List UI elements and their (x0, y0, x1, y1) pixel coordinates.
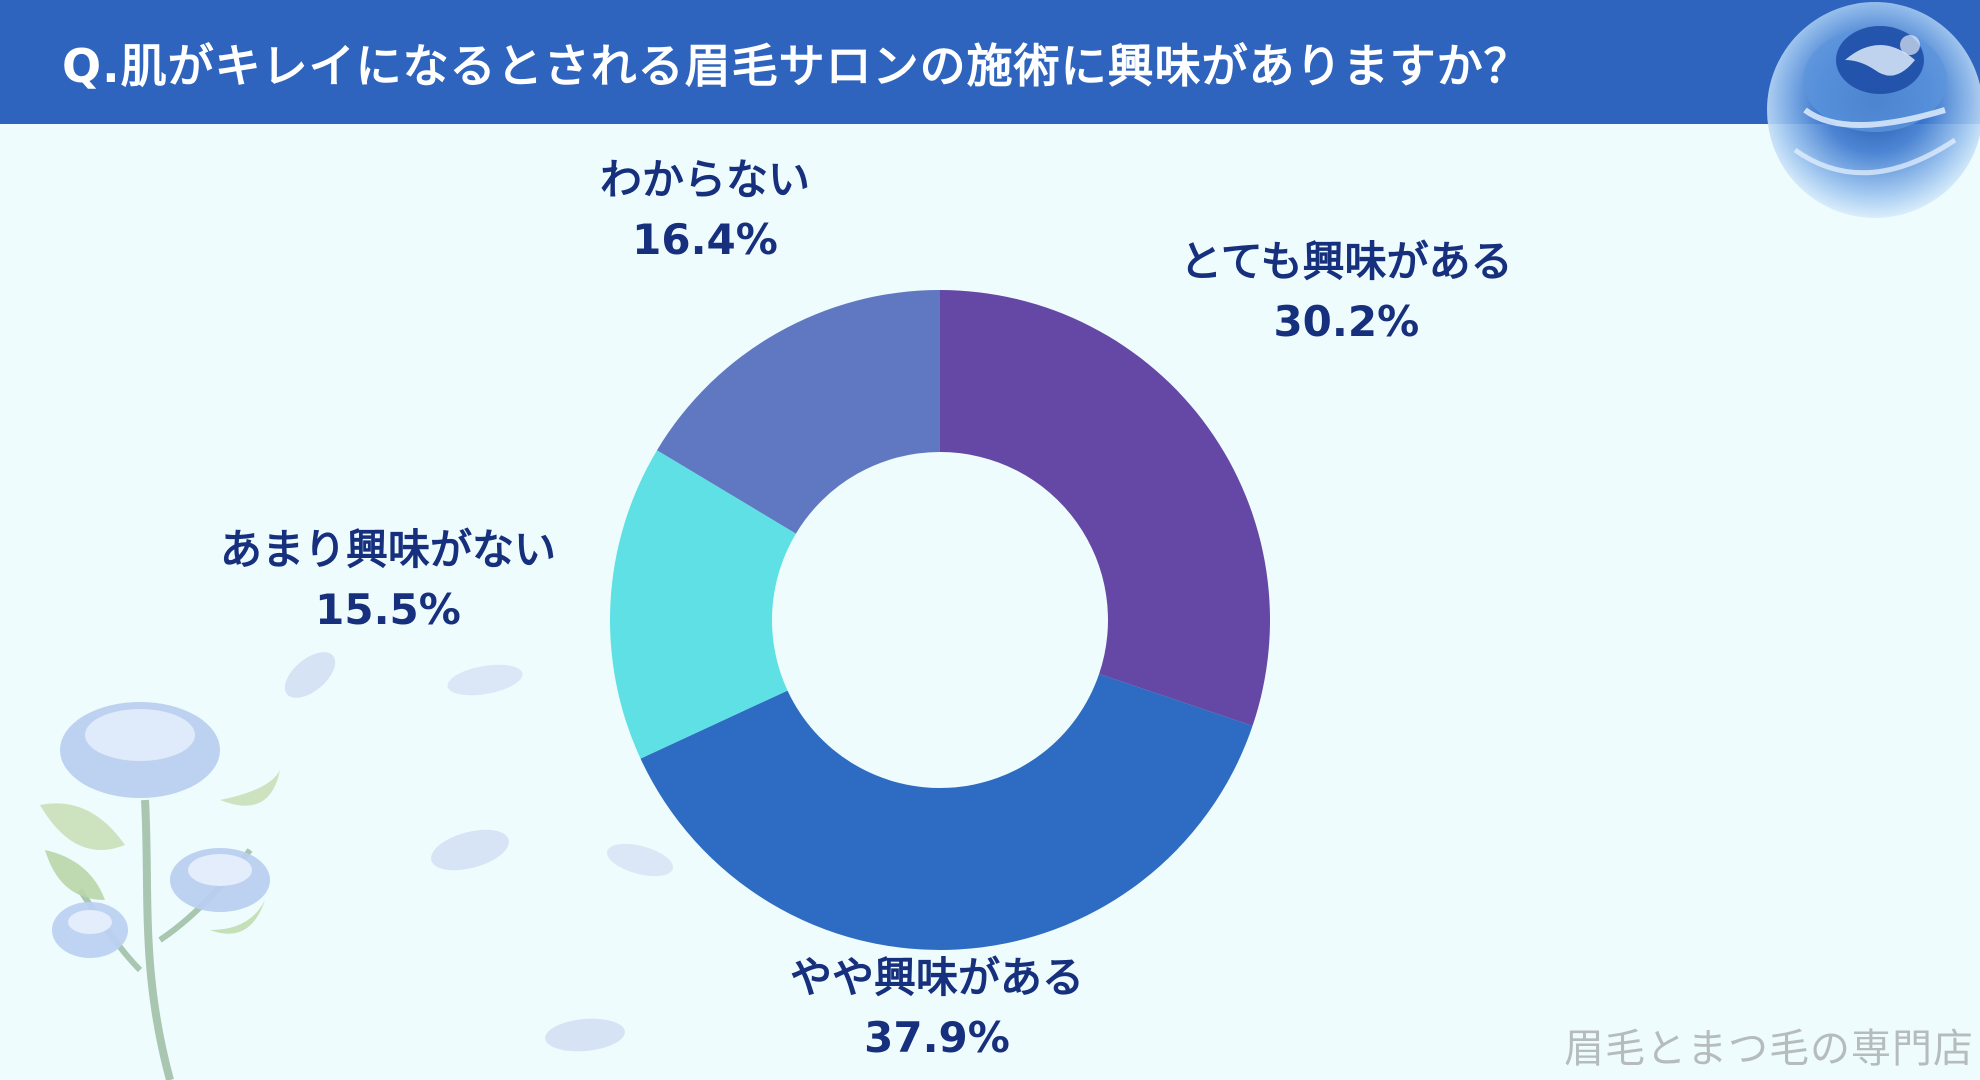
slice-label-2: やや興味がある 37.9% (790, 948, 1084, 1068)
slice-label-3: あまり興味がない 15.5% (220, 520, 556, 640)
slice-label-1: とても興味がある 30.2% (1180, 232, 1513, 352)
category-label: わからない (600, 155, 811, 204)
category-label: やや興味がある (790, 953, 1085, 1002)
value-label: 16.4% (632, 215, 778, 264)
category-label: とても興味がある (1180, 237, 1513, 286)
value-label: 30.2% (1273, 297, 1420, 346)
brand-watermark: 眉毛とまつ毛の専門店 (1564, 1026, 1974, 1072)
donut-slice-3 (610, 450, 796, 759)
petals-icon (284, 652, 674, 1052)
rose-top-right-icon (1767, 2, 1980, 218)
title-bar: Q.肌がキレイになるとされる眉毛サロンの施術に興味がありますか？ (0, 0, 1980, 124)
value-label: 37.9% (864, 1013, 1010, 1062)
value-label: 15.5% (315, 585, 461, 634)
category-label: あまり興味がない (220, 525, 557, 574)
donut-slice-4 (657, 290, 940, 534)
donut-slice-1 (940, 290, 1270, 726)
slice-label-4: わからない 16.4% (600, 150, 810, 270)
donut-slice-2 (640, 673, 1253, 950)
page-title: Q.肌がキレイになるとされる眉毛サロンの施術に興味がありますか？ (62, 39, 1531, 93)
rose-bottom-left-icon (40, 702, 280, 1080)
